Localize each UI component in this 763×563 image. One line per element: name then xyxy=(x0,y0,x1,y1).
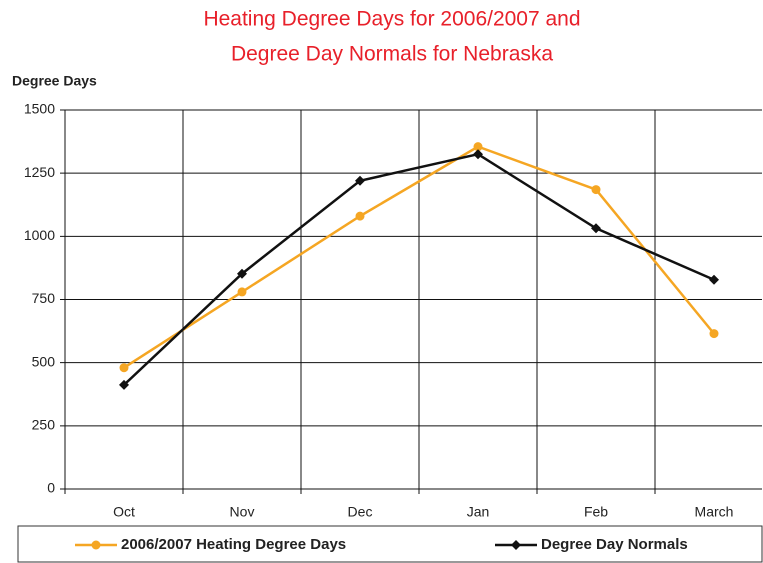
data-point xyxy=(473,149,483,160)
data-point xyxy=(119,379,129,390)
y-tick-label: 1500 xyxy=(24,101,55,117)
x-tick-label: Oct xyxy=(113,504,135,520)
x-tick-label: Feb xyxy=(584,504,608,520)
data-point xyxy=(473,142,483,152)
data-point xyxy=(237,268,247,279)
data-point xyxy=(591,185,601,195)
data-point xyxy=(709,329,719,339)
data-point xyxy=(119,363,129,373)
series-line xyxy=(123,152,715,386)
data-point xyxy=(237,287,247,297)
chart-title: Degree Day Normals for Nebraska xyxy=(231,43,553,66)
x-tick-label: Nov xyxy=(230,504,255,520)
chart-title: Heating Degree Days for 2006/2007 and xyxy=(203,8,580,31)
x-tick-label: March xyxy=(695,504,734,520)
x-tick-label: Dec xyxy=(348,504,373,520)
x-tick-label: Jan xyxy=(467,504,490,520)
data-point xyxy=(355,211,365,221)
y-tick-label: 500 xyxy=(32,353,56,369)
data-point xyxy=(591,223,601,234)
legend-marker xyxy=(91,540,101,550)
data-point xyxy=(709,274,719,285)
y-tick-label: 250 xyxy=(32,417,56,433)
series-line xyxy=(123,145,715,369)
legend-label: 2006/2007 Heating Degree Days xyxy=(121,536,346,553)
legend-label: Degree Day Normals xyxy=(541,536,688,553)
y-tick-label: 750 xyxy=(32,290,56,306)
legend-marker xyxy=(511,540,521,550)
y-tick-label: 1250 xyxy=(24,164,55,180)
data-point xyxy=(355,175,365,186)
y-tick-label: 1000 xyxy=(24,227,55,243)
y-axis-title: Degree Days xyxy=(12,73,97,89)
y-tick-label: 0 xyxy=(47,480,55,496)
legend-box xyxy=(17,525,763,563)
